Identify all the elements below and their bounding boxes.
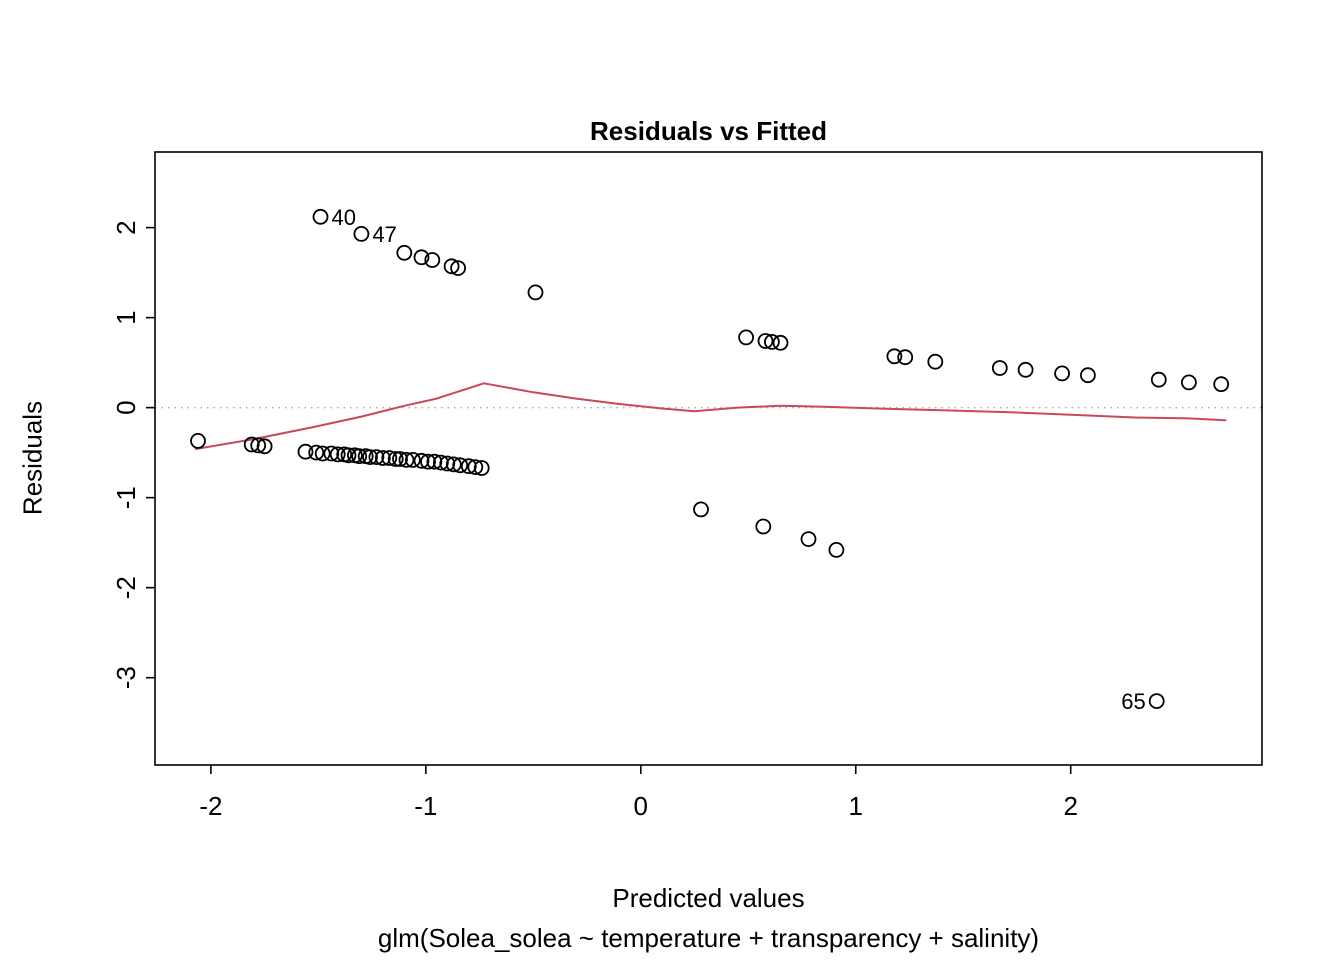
data-point [757,333,774,349]
data-point-labeled [1148,693,1165,709]
x-tick-label: 0 [634,791,648,821]
data-point [374,450,391,466]
data-point [1181,374,1197,391]
point-label: 40 [332,205,356,230]
data-point [693,501,709,518]
data-point [452,457,469,474]
data-point [443,258,460,275]
data-point [250,437,267,454]
data-point [351,448,368,465]
data-point [413,452,430,469]
y-tick-label: 1 [111,310,141,324]
data-point [424,252,441,268]
y-tick-label: -2 [111,576,141,599]
data-point [308,444,325,461]
data-point [1080,367,1096,384]
point-label: 47 [372,222,396,247]
data-point [387,451,404,467]
data-point [1213,376,1230,393]
data-point [1017,361,1034,378]
data-point [329,446,346,463]
data-point [362,449,378,466]
data-point [413,249,430,266]
data-point [772,334,789,351]
data-point [297,443,314,460]
data-point [991,360,1008,376]
x-tick-label: 2 [1063,791,1077,821]
data-point [927,353,944,370]
data-point [897,349,914,366]
data-point [886,348,903,365]
point-label: 65 [1121,689,1145,714]
data-point-labeled [353,225,370,242]
data-point [396,244,413,261]
data-point [1150,371,1167,388]
data-point [828,542,845,558]
x-tick-label: -1 [414,791,437,821]
data-point [381,450,398,466]
data-point [764,333,780,350]
x-axis-label: Predicted values [612,883,805,913]
data-point [314,445,331,462]
y-tick-label: -3 [111,666,141,689]
data-point [467,459,484,476]
y-tick-label: 2 [111,220,141,234]
data-point [1054,365,1070,382]
smoother-line [194,382,1227,450]
data-point [473,460,490,476]
data-point [445,456,462,473]
data-point [256,438,273,455]
data-point [323,445,340,462]
chart-title: Residuals vs Fitted [590,116,827,146]
data-point [527,284,544,301]
data-point [800,531,817,547]
y-tick-label: -1 [111,486,141,509]
data-point [420,453,436,470]
data-point [340,447,357,464]
data-point [755,518,772,535]
data-point [190,432,206,449]
y-tick-label: 0 [111,400,141,414]
data-point [368,449,385,466]
data-point [392,451,408,467]
data-point [738,329,754,346]
data-point [404,451,421,468]
data-point [450,260,467,277]
x-tick-label: 1 [849,791,863,821]
model-formula-label: glm(Solea_solea ~ temperature + transpar… [377,923,1040,953]
data-point [398,451,415,468]
data-point-labeled [312,208,329,225]
x-tick-label: -2 [199,791,222,821]
plot-border [154,151,1263,766]
